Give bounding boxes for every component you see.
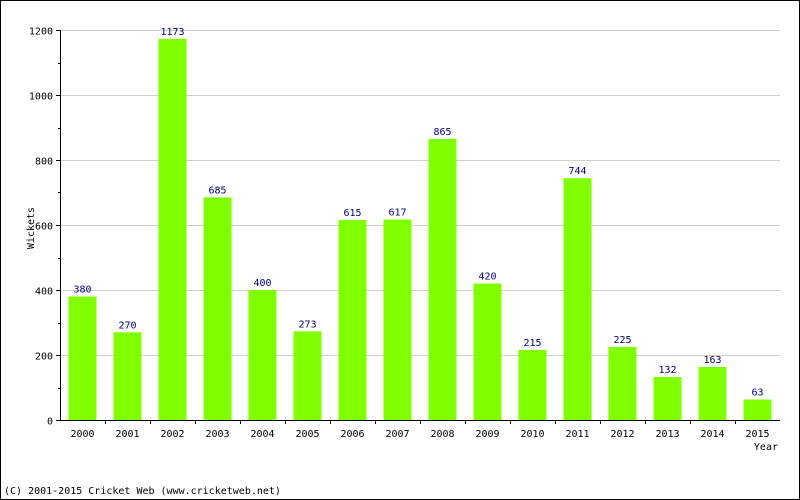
data-label: 163 — [703, 355, 721, 366]
y-tick-label: 200 — [35, 352, 53, 363]
x-tick-label: 2006 — [340, 429, 364, 440]
data-label: 215 — [523, 338, 541, 349]
x-tick-label: 2013 — [655, 429, 679, 440]
data-label: 685 — [208, 185, 226, 196]
y-tick-label: 400 — [35, 287, 53, 298]
x-tick-label: 2005 — [295, 429, 319, 440]
bar — [698, 367, 727, 420]
data-label: 273 — [298, 319, 316, 330]
bar — [743, 399, 772, 420]
data-label: 225 — [613, 335, 631, 346]
x-tick-label: 2001 — [115, 429, 139, 440]
bar — [653, 377, 682, 420]
data-label: 400 — [253, 278, 271, 289]
data-label: 63 — [751, 388, 763, 399]
data-label: 380 — [73, 285, 91, 296]
x-tick-label: 2003 — [205, 429, 229, 440]
x-axis-title: Year — [754, 442, 778, 453]
x-tick-label: 2015 — [745, 429, 769, 440]
bar — [248, 290, 277, 420]
x-tick-label: 2009 — [475, 429, 499, 440]
data-label: 615 — [343, 208, 361, 219]
data-label: 865 — [433, 127, 451, 138]
x-tick-label: 2010 — [520, 429, 544, 440]
x-tick-label: 2007 — [385, 429, 409, 440]
data-label: 420 — [478, 272, 496, 283]
y-tick-label: 800 — [35, 157, 53, 168]
x-tick-label: 2004 — [250, 429, 274, 440]
bar — [473, 283, 502, 420]
x-tick-label: 2008 — [430, 429, 454, 440]
bar — [68, 296, 97, 420]
bar — [158, 38, 187, 421]
x-tick-label: 2011 — [565, 429, 589, 440]
y-tick-label: 600 — [35, 222, 53, 233]
data-label: 744 — [568, 166, 586, 177]
labels: 0 200 400 600 800 1000 1200 380 2000 270 2001 1173 2… — [29, 27, 770, 441]
data-label: 1173 — [160, 27, 184, 38]
bars — [68, 38, 772, 421]
x-tick-label: 2002 — [160, 429, 184, 440]
copyright-notice: (C) 2001-2015 Cricket Web (www.cricketwe… — [4, 486, 281, 497]
x-tick-label: 2014 — [700, 429, 724, 440]
bar — [563, 178, 592, 420]
axes — [56, 30, 780, 424]
bar — [203, 197, 232, 420]
bar — [608, 346, 637, 420]
bar — [383, 219, 412, 420]
data-label: 132 — [658, 365, 676, 376]
x-tick-label: 2000 — [70, 429, 94, 440]
bar — [293, 331, 322, 420]
data-label: 617 — [388, 208, 406, 219]
bar — [113, 332, 142, 421]
data-label: 270 — [118, 320, 136, 331]
bar — [428, 138, 457, 420]
y-axis-title: Wickets — [26, 207, 37, 249]
bar — [338, 220, 367, 420]
x-tick-label: 2012 — [610, 429, 634, 440]
bar — [518, 350, 547, 420]
y-tick-label: 1000 — [29, 92, 53, 103]
y-tick-label: 1200 — [29, 27, 53, 38]
y-tick-label: 0 — [47, 417, 53, 428]
